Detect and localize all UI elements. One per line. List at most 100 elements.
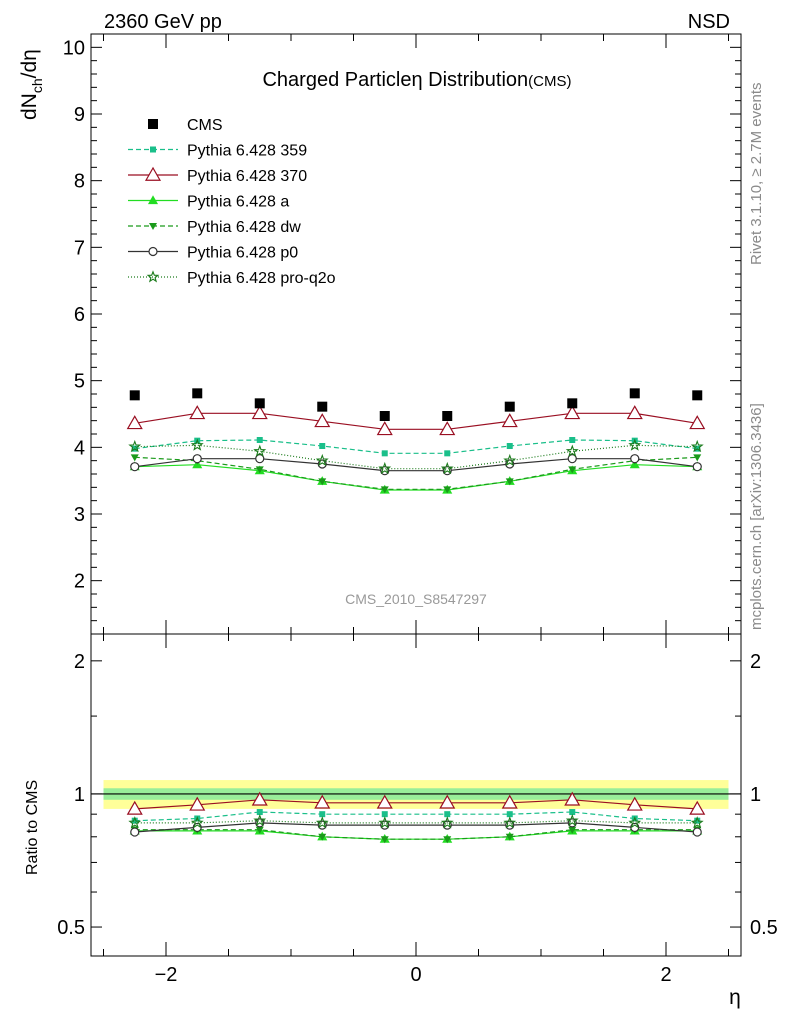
ratio-point-p359 [444,811,451,818]
ratio-point-p359 [694,817,701,824]
main-point-p370 [626,405,643,420]
ratio-point-proq2o [190,816,204,829]
ratio-point-proq2o [128,816,142,829]
main-line-p0 [134,458,698,472]
ratio-point-p370 [626,796,643,811]
main-panel: 2 3 4 5 6 7 8 9 10 Charged Particleη Distributio… [63,33,742,635]
ratio-point-p370 [251,791,268,806]
main-point-dw [505,478,514,486]
ratio-point-dw [318,833,327,841]
main-ytick-label: 3 [74,504,85,526]
ratio-ytick-label: 1 [74,784,85,806]
main-point-dw [443,486,452,494]
ratio-point-proq2o [253,813,267,827]
main-point-proq2o [315,453,329,467]
ratio-point-p0 [130,827,140,837]
ratio-point-proq2o [565,813,579,827]
ratio-point-p370 [689,800,706,815]
main-point-cms [442,411,453,421]
ratio-ytick-label-right: 0.5 [750,917,778,939]
ratio-series-dw [130,826,702,844]
x-tick-label: 2 [660,964,671,986]
main-point-p359 [506,443,513,449]
main-point-p359 [256,437,263,443]
main-point-p359 [381,450,388,457]
main-point-p370 [501,413,518,428]
ratio-point-p359 [381,811,388,818]
x-tick-label: −2 [155,964,178,986]
ratio-point-p359 [131,817,138,824]
ratio-line-p0 [134,822,698,833]
legend-marker [148,119,158,129]
ratio-point-proq2o [628,816,642,829]
legend-label: Pythia 6.428 370 [187,168,307,185]
ratio-line-p370 [134,799,698,810]
ratio-point-p370 [501,794,518,809]
main-point-cms [317,401,328,412]
main-ylabel: dNch/dη [18,49,45,120]
ratio-point-proq2o [315,816,329,829]
ratio-series-proq2o [128,813,704,829]
ratio-line-p359 [134,811,698,822]
ratio-series-p0 [130,818,702,837]
main-ytick-label: 9 [74,104,85,126]
main-point-cms [567,398,578,409]
main-ytick-label: 5 [74,371,85,393]
legend-label: Pythia 6.428 p0 [187,245,298,262]
ratio-point-dw [380,836,389,844]
main-ylabel-rest: /dη [18,49,41,78]
main-point-cms [504,401,515,412]
ratio-point-p359 [319,811,326,818]
main-point-cms [129,390,140,401]
legend-marker [144,166,162,181]
ratio-point-p370 [314,794,331,809]
main-point-p359 [319,443,326,449]
main-point-proq2o [628,438,642,451]
main-point-p0 [192,454,202,464]
main-point-proq2o [690,439,704,453]
ratio-ytick-label: 0.5 [57,917,85,939]
ratio-line-proq2o [134,820,698,824]
main-point-dw [693,454,702,462]
side-text-top: Rivet 3.1.10, ≥ 2.7M events [748,83,765,266]
main-point-cms [379,411,390,421]
legend-item-p359: Pythia 6.428 359 [128,143,307,160]
legend-marker [147,195,159,205]
legend-label: Pythia 6.428 a [187,194,289,211]
main-line-a [134,464,698,491]
main-point-p370 [376,421,393,436]
main-point-cms [192,388,203,399]
main-point-dw [255,466,264,474]
main-point-p370 [564,405,581,420]
legend-marker [148,246,158,257]
ratio-point-p0 [692,827,702,837]
main-series-cms [129,388,703,421]
main-ylabel-sub: ch [29,78,45,93]
ratio-series-p359 [131,809,701,824]
main-point-dw [380,486,389,494]
main-point-p359 [444,450,451,457]
main-point-p0 [692,462,702,472]
main-point-dw [318,478,327,486]
ratio-ytick-label-right: 2 [750,651,761,673]
legend-item-proq2o: Pythia 6.428 pro-q2o [128,270,336,287]
main-title: Charged Particleη Distribution(CMS) [262,69,571,91]
header-right: NSD [688,11,730,33]
main-point-cms [254,398,265,409]
ratio-point-p359 [256,809,263,816]
main-point-proq2o [253,444,267,457]
main-ylabel-main: dN [18,93,41,120]
legend-marker [150,146,156,153]
main-series-dw [130,454,702,494]
legend: CMS Pythia 6.428 359 Pythia 6.428 370 Pythi… [128,117,336,287]
main-point-p370 [126,415,143,430]
main-point-p370 [689,415,706,430]
header-left: 2360 GeV pp [104,11,222,33]
legend-marker [149,223,157,230]
legend-item-cms: CMS [148,117,223,134]
main-point-proq2o [378,461,392,475]
legend-label: CMS [187,117,223,134]
main-point-p0 [567,454,577,464]
legend-item-p0: Pythia 6.428 p0 [128,245,298,262]
main-point-p370 [189,405,206,420]
